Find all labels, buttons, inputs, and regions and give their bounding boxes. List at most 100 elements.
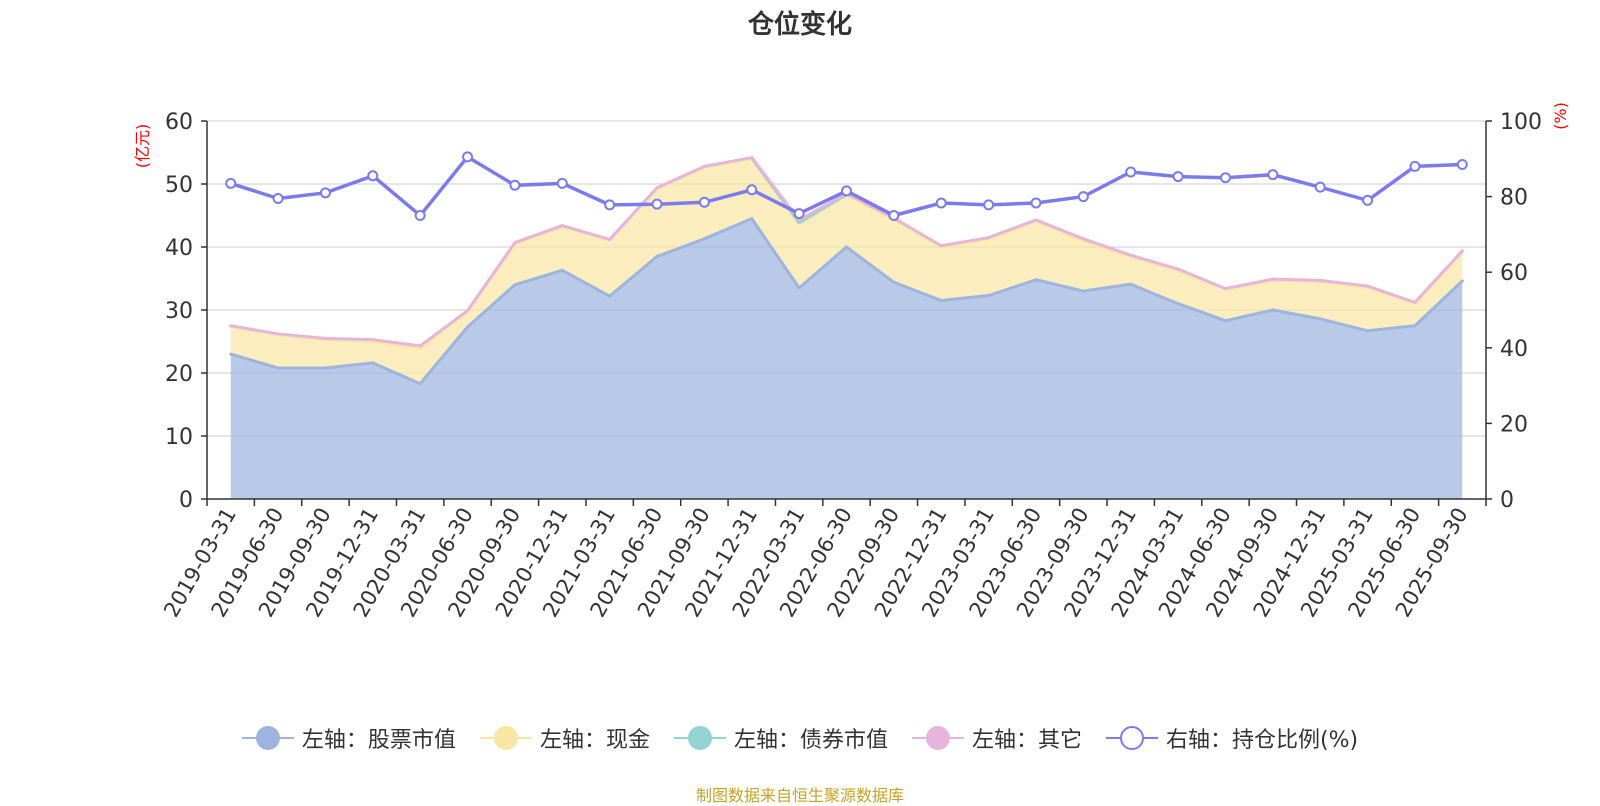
ratio-point [1219,172,1231,184]
legend-swatch-dot [255,726,280,750]
legend-label: 左轴：债券市值 [733,728,888,753]
legend-item[interactable]: 左轴：股票市值 [241,722,456,754]
legend-swatch-dot [925,726,950,750]
legend-label: 左轴：其它 [971,728,1082,753]
right-tick-label: 60 [1500,261,1528,286]
series-line-segment [1081,282,1133,293]
series-line-segment [1318,317,1370,333]
right-axis-unit: (%) [1551,102,1570,130]
ratio-point [983,199,995,211]
area-左轴：股票市值 [230,218,1463,499]
area-左轴：现金 [230,158,1463,384]
series-line-segment [750,217,801,290]
left-tick-label: 60 [165,110,193,135]
series-line-segment [323,361,375,370]
legend-label: 左轴：现金 [539,728,650,753]
series-line-segment [987,218,1038,240]
series-line-segment [1176,267,1227,291]
series-line-segment [1129,282,1180,306]
left-tick-label: 30 [165,299,193,324]
series-line-segment [797,245,848,290]
series-line-segment [845,245,896,284]
series-line-segment [655,164,706,190]
ratio-point [319,187,331,199]
ratio-point [1125,166,1137,178]
legend-swatch-dot [687,726,712,750]
ratio-point [1267,169,1279,181]
ratio-point [604,199,616,211]
series-line-segment [702,156,754,168]
series-line-segment [987,278,1038,298]
chart-svg: 01020304050600204060801002019-03-312019-… [133,102,1570,621]
left-tick-label: 20 [165,362,193,387]
right-tick-label: 80 [1500,186,1528,211]
series-line-segment [1413,249,1464,304]
series-line-segment [892,216,943,248]
legend-swatch [241,726,294,750]
ratio-point [935,197,947,209]
series-line-segment [466,283,517,329]
series-line-segment [560,224,612,241]
series-line-segment [939,236,991,248]
ratio-point [556,177,568,189]
series-line-segment [1413,279,1464,328]
ratio-point [793,208,805,220]
left-tick-label: 0 [179,488,193,513]
series-line-segment [276,332,327,340]
series-line-segment [1081,237,1133,257]
ratio-point [746,184,758,196]
series-line-segment [1176,302,1227,323]
series-line-segment [560,268,612,298]
ratio-point [414,210,426,221]
legend-item[interactable]: 右轴：持仓比例(%) [1105,722,1358,754]
legend-swatch-dot [1119,726,1144,750]
series-line-segment [418,325,470,386]
ratio-point [888,210,900,221]
ratio-point [841,185,852,197]
right-tick-label: 0 [1500,488,1514,513]
series-line-segment [797,191,848,222]
ratio-point [272,192,284,204]
chart-title: 仓位变化 [747,10,852,40]
legend-swatch [1105,726,1158,750]
ratio-point [367,170,379,182]
series-line-segment [513,268,564,287]
legend-item[interactable]: 左轴：其它 [911,722,1082,754]
legend-item[interactable]: 左轴：债券市值 [673,722,888,754]
series-line-segment [229,352,280,370]
legend: 左轴：股票市值 左轴：现金 左轴：债券市值 左轴：其它 右轴：持仓比例(%) [0,722,1600,754]
ratio-point [462,151,474,163]
series-line-segment [939,294,991,303]
legend-item[interactable]: 左轴：现金 [479,722,650,754]
left-axis-unit: (亿元) [133,124,152,169]
data-source-note: 制图数据来自恒生聚源数据库 [695,786,904,805]
series-line-segment [466,241,517,313]
legend-swatch [673,726,726,750]
series-line-segment [229,324,280,336]
ratio-point [509,179,521,191]
series-line-segment [1129,253,1180,271]
series-line-segment [371,340,422,350]
series-line-segment [1366,324,1417,333]
ratio-point [225,177,237,189]
ratio-point [698,196,710,208]
ratio-point [1077,191,1089,203]
left-tick-label: 10 [165,425,193,450]
ratio-point [1030,197,1042,209]
series-line-segment [1034,278,1085,293]
series-line-segment [702,217,754,241]
right-tick-label: 40 [1500,337,1528,362]
legend-swatch [911,726,964,750]
series-line-segment [1366,284,1417,304]
legend-swatch-dot [493,726,518,750]
series-line-segment [1034,218,1085,241]
ratio-point [651,198,663,210]
series-line-segment [1223,308,1275,323]
series-line-segment [1223,277,1275,291]
series-line-segment [371,338,422,348]
series-line-segment [1318,278,1370,288]
series-line-segment [418,309,470,348]
ratio-point [1362,194,1374,206]
ratio-point [1409,160,1421,172]
